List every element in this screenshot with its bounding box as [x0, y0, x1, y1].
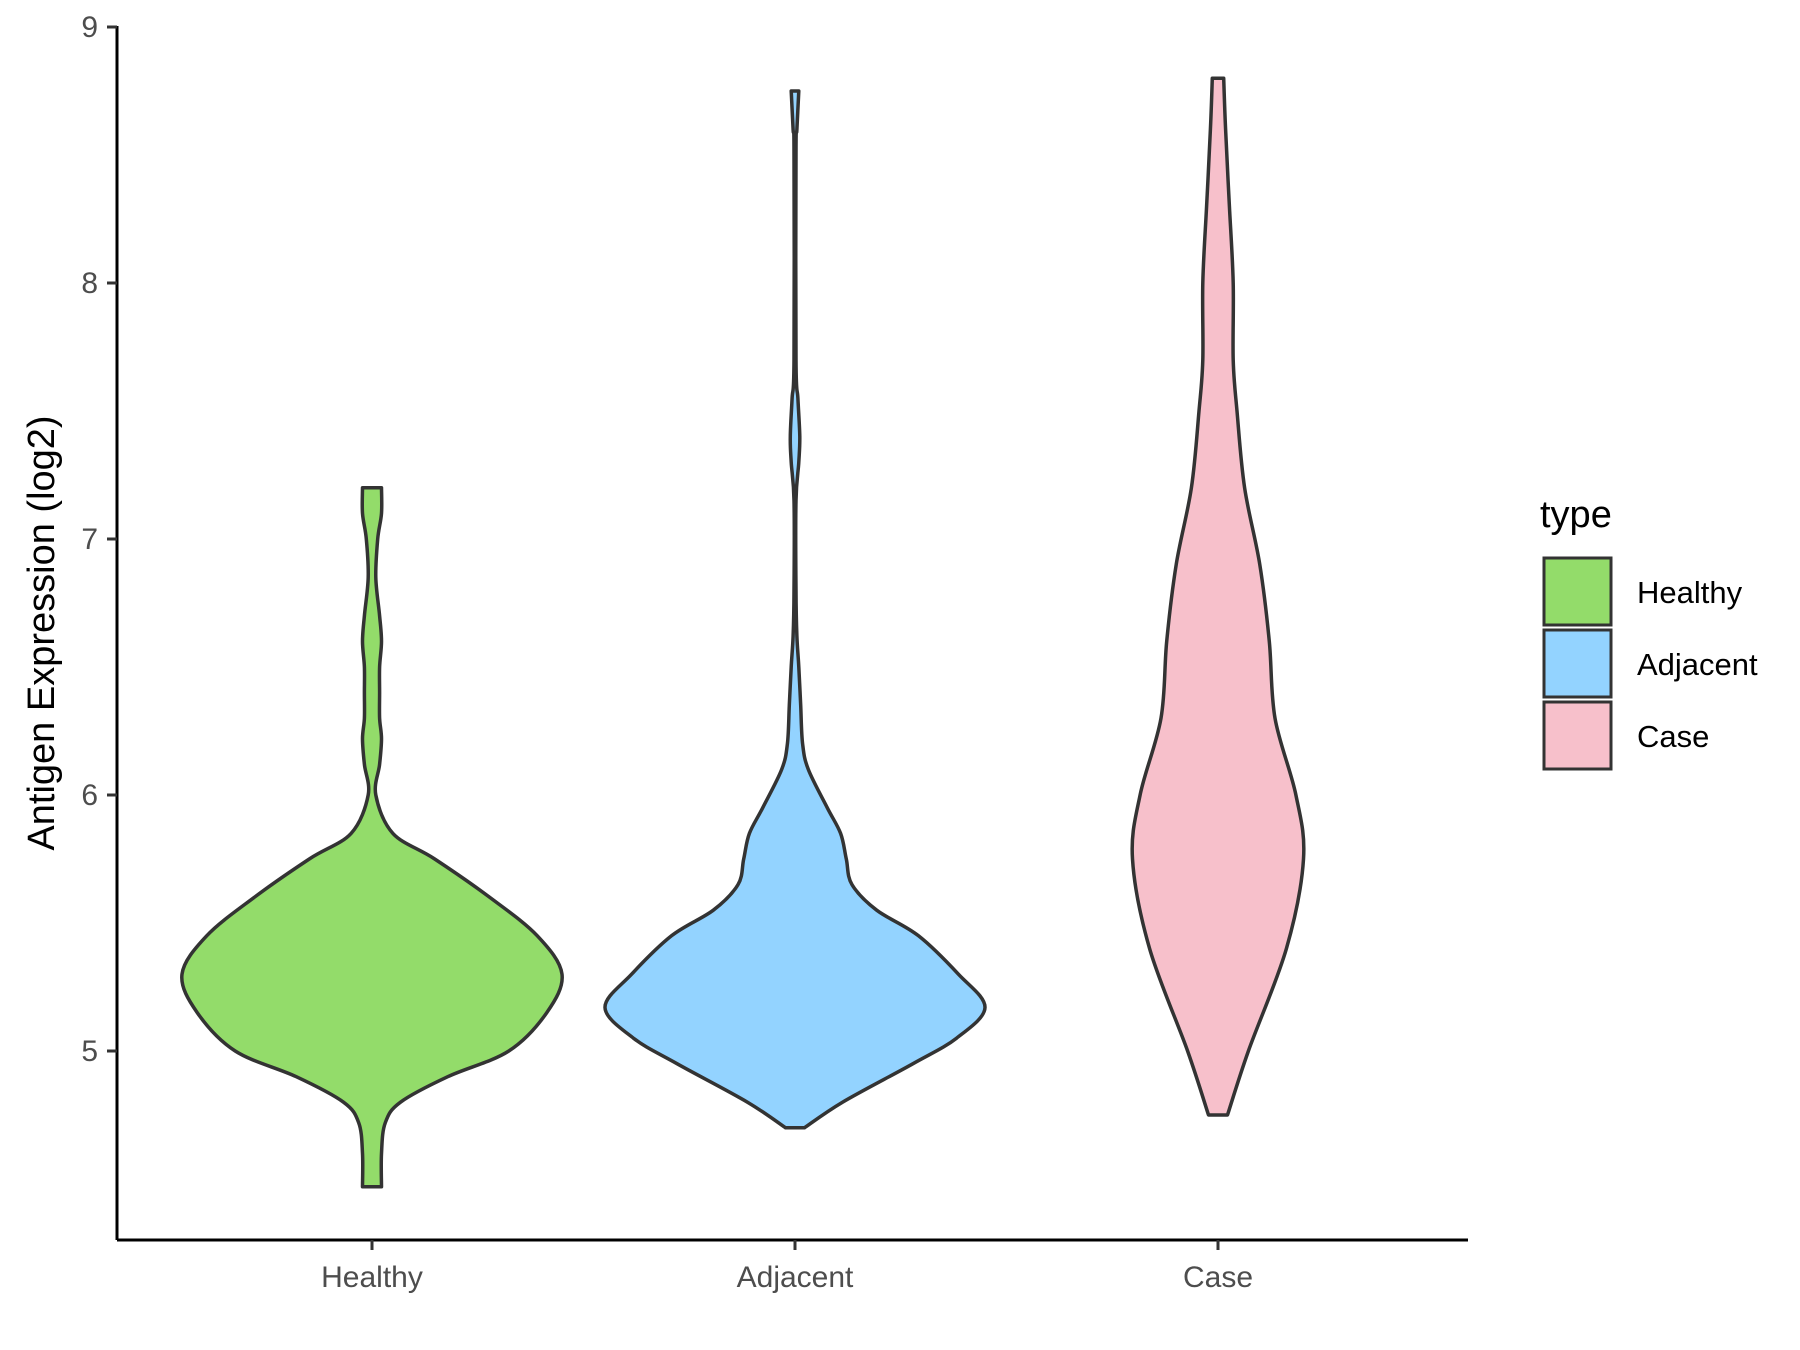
y-tick-label: 5: [81, 1035, 98, 1068]
y-tick-label: 9: [81, 11, 98, 44]
x-tick-label: Adjacent: [737, 1261, 854, 1294]
legend: type Healthy Adjacent Case: [1540, 494, 1758, 771]
violin-healthy: [180, 486, 564, 1189]
legend-label-case: Case: [1637, 719, 1709, 754]
legend-title: type: [1540, 494, 1612, 536]
legend-key-adjacent: [1542, 628, 1613, 699]
legend-entries: Healthy Adjacent Case: [1542, 556, 1758, 771]
y-tick-label: 8: [81, 267, 98, 300]
axes: [115, 26, 1468, 1242]
x-tick-label: Case: [1183, 1261, 1253, 1294]
y-axis-title: Antigen Expression (log2): [21, 415, 63, 850]
legend-key-case: [1542, 700, 1613, 771]
legend-key-healthy: [1542, 556, 1613, 627]
violin-case: [1130, 76, 1306, 1117]
y-tick-label: 7: [81, 523, 98, 556]
legend-label-adjacent: Adjacent: [1637, 647, 1758, 682]
x-tick-label: Healthy: [321, 1261, 423, 1294]
y-ticks: 5 6 7 8 9: [81, 11, 117, 1068]
violin-adjacent: [603, 89, 987, 1130]
y-tick-label: 6: [81, 779, 98, 812]
x-ticks: Healthy Adjacent Case: [321, 1240, 1253, 1294]
legend-label-healthy: Healthy: [1637, 575, 1743, 610]
plot-area: [180, 76, 1306, 1189]
